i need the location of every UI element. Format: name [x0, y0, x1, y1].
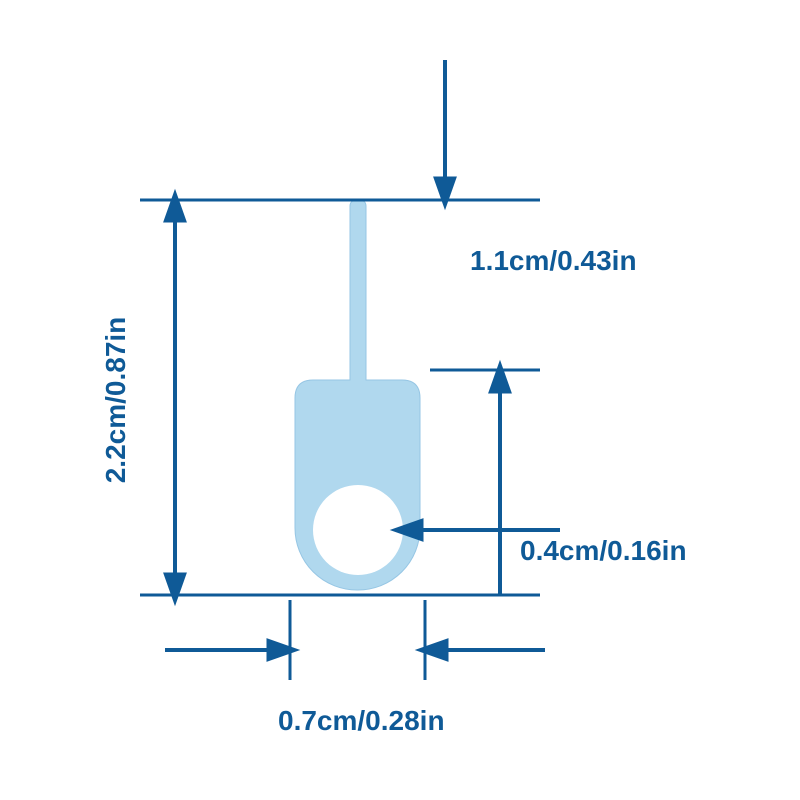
- dimensions.pin_length.label: 1.1cm/0.43in: [470, 245, 637, 276]
- dimensions.body_width.label: 0.7cm/0.28in: [278, 705, 445, 736]
- dimensions.hole_diameter.label: 0.4cm/0.16in: [520, 535, 687, 566]
- dimensions.total_height.label: 2.2cm/0.87in: [100, 317, 131, 484]
- sim-eject-pin-shape: [295, 200, 420, 590]
